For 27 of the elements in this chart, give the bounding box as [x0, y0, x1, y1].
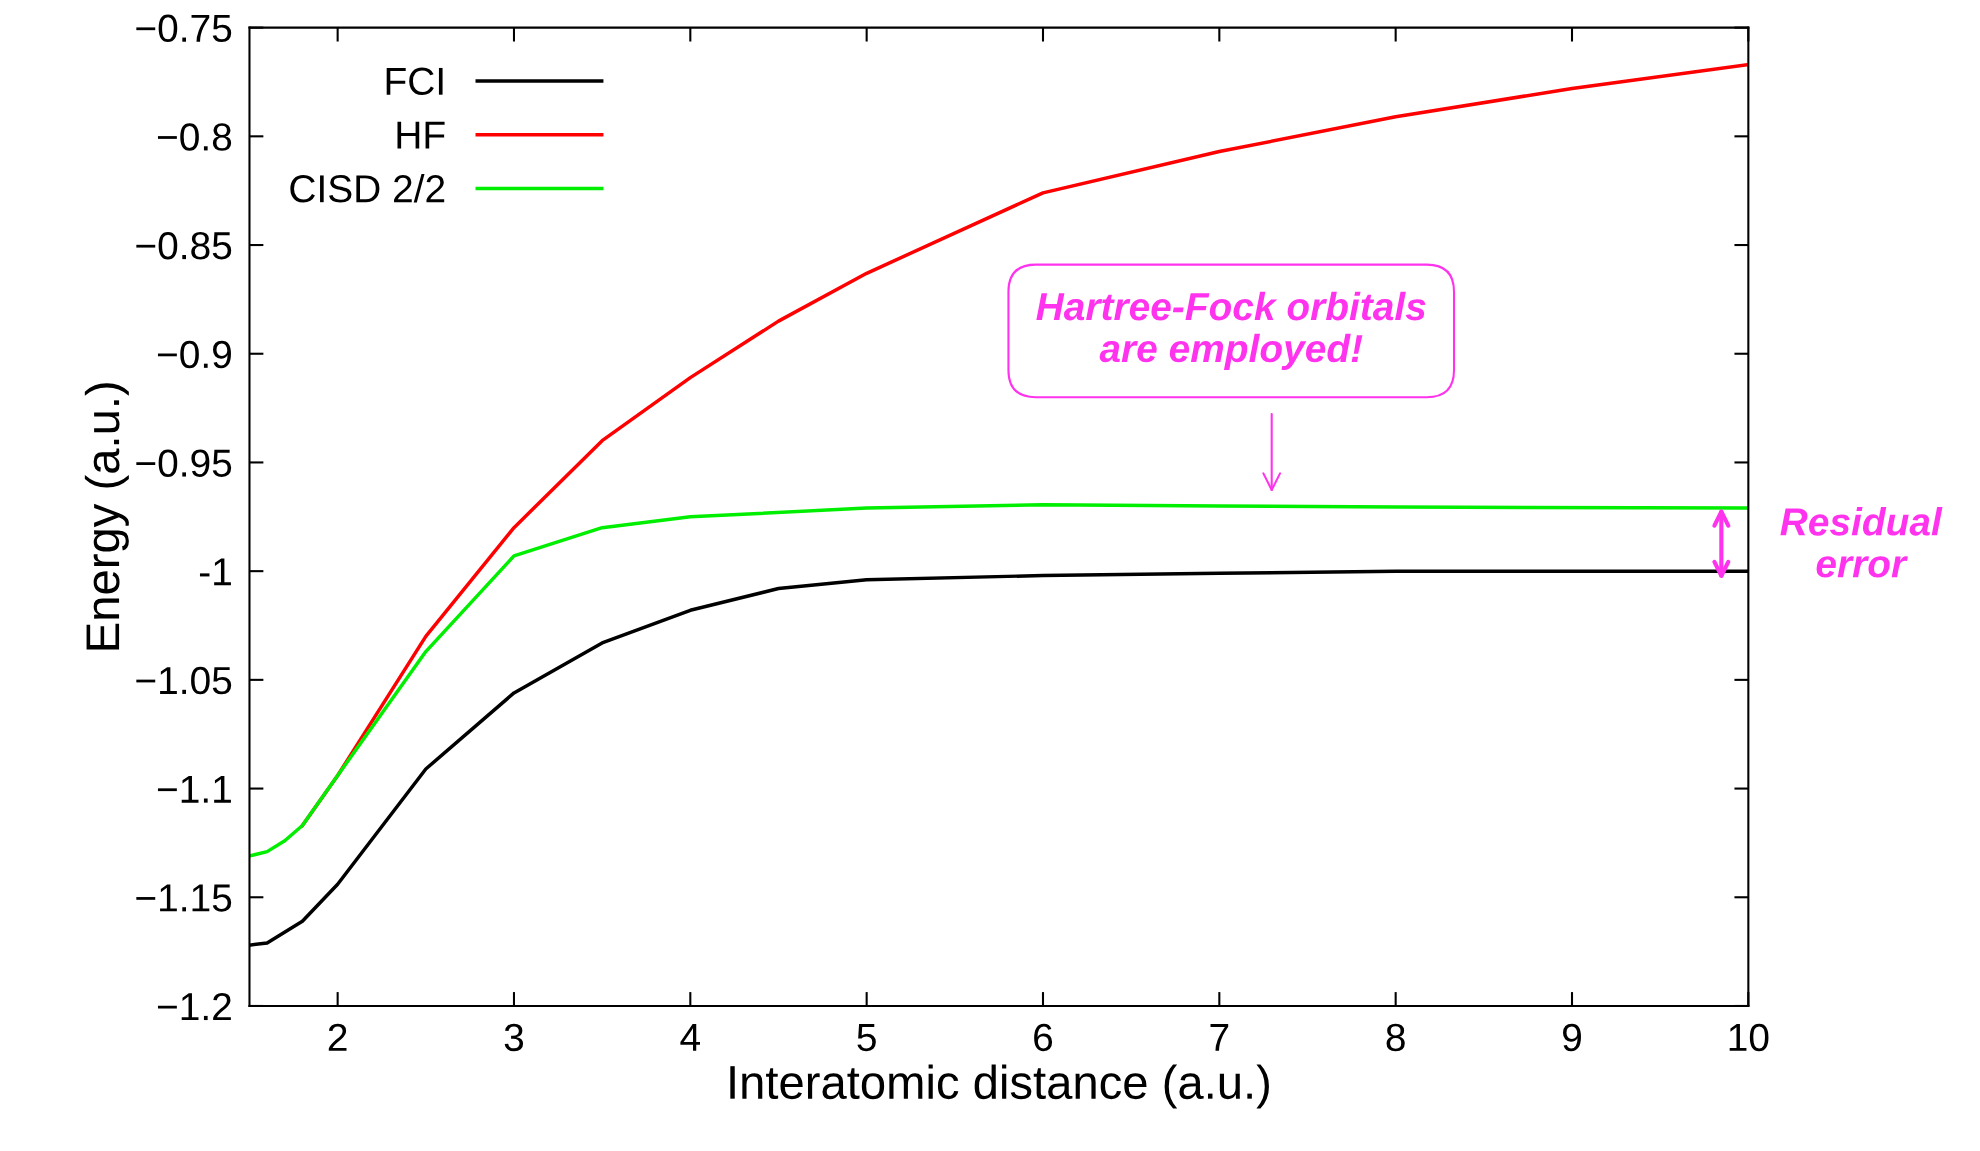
- x-tick-label: 9: [1563, 1023, 1581, 1052]
- y-tick-label: −1.1: [157, 775, 231, 803]
- y-tick-label: −0.9: [157, 340, 231, 369]
- y-tick-label: −1.15: [136, 884, 232, 912]
- annotation: Hartree-Fock orbitals are employed!: [1036, 291, 1426, 370]
- line-series: [249, 503, 1749, 858]
- text: Residual error: [1780, 507, 1943, 578]
- y-tick-label: -1: [199, 558, 231, 586]
- legend-label: CISD 2/2: [290, 174, 445, 203]
- x-axis-title: Interatomic distance (a.u.): [730, 1064, 1269, 1109]
- x-tick-label: 4: [680, 1024, 700, 1051]
- y-tick-label: −0.85: [136, 231, 232, 260]
- y-tick-label: −1.05: [136, 666, 232, 695]
- x-tick-label: 6: [1034, 1023, 1053, 1052]
- x-tick-label: 10: [1729, 1023, 1769, 1052]
- x-tick-label: 3: [504, 1023, 524, 1052]
- y-tick-label: −0.95: [136, 449, 232, 477]
- x-tick-label: 5: [857, 1024, 876, 1052]
- x-tick-label: 8: [1386, 1023, 1405, 1052]
- legend-label: FCI: [386, 67, 443, 96]
- y-tick-label: −0.8: [157, 123, 232, 151]
- y-tick-label: −1.2: [157, 992, 231, 1021]
- y-axis-title: Energy (a.u.): [84, 383, 129, 650]
- x-tick-label: 7: [1210, 1024, 1229, 1051]
- y-tick-label: −0.75: [136, 14, 232, 43]
- x-tick-label: 2: [328, 1023, 347, 1051]
- legend-label: HF: [397, 121, 445, 149]
